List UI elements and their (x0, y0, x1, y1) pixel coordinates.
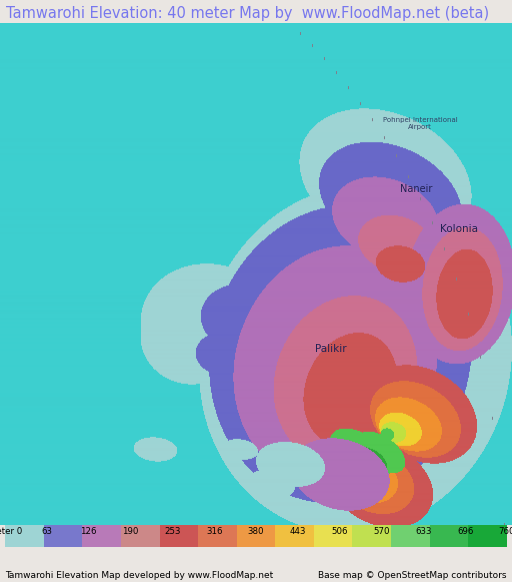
Text: 316: 316 (206, 527, 222, 536)
Bar (160, 525, 198, 547)
Text: meter 0: meter 0 (0, 527, 22, 536)
Bar (430, 525, 468, 547)
Text: 63: 63 (41, 527, 52, 536)
Bar (391, 525, 430, 547)
Text: Tamwarohi Elevation: 40 meter Map by  www.FloodMap.net (beta): Tamwarohi Elevation: 40 meter Map by www… (6, 6, 489, 22)
Text: 190: 190 (122, 527, 139, 536)
Text: 443: 443 (290, 527, 306, 536)
Bar (352, 525, 391, 547)
Bar (314, 525, 352, 547)
Text: Kolonia: Kolonia (440, 223, 478, 233)
Text: 126: 126 (80, 527, 97, 536)
Text: 696: 696 (457, 527, 473, 536)
Text: Naneir: Naneir (400, 183, 432, 193)
Text: 380: 380 (248, 527, 264, 536)
Text: Pohnpei International
Airport: Pohnpei International Airport (382, 116, 457, 130)
Text: 570: 570 (373, 527, 390, 536)
Bar (82, 525, 121, 547)
Bar (198, 525, 237, 547)
Text: Tamwarohi Elevation Map developed by www.FloodMap.net: Tamwarohi Elevation Map developed by www… (5, 571, 273, 580)
Text: 760: 760 (499, 527, 512, 536)
Bar (121, 525, 160, 547)
Text: 253: 253 (164, 527, 181, 536)
Text: 633: 633 (415, 527, 432, 536)
Text: Palikir: Palikir (315, 344, 347, 354)
Text: Base map © OpenStreetMap contributors: Base map © OpenStreetMap contributors (318, 571, 507, 580)
Bar (275, 525, 314, 547)
Bar (5, 525, 44, 547)
Bar (237, 525, 275, 547)
Bar (468, 525, 507, 547)
Bar (44, 525, 82, 547)
Text: 506: 506 (331, 527, 348, 536)
